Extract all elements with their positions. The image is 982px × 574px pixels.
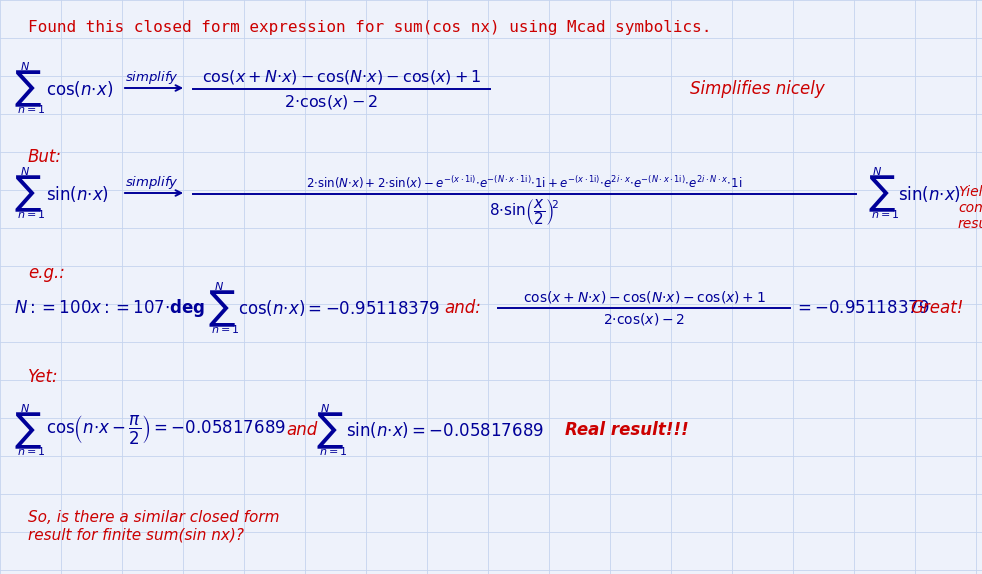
Text: $\sin(n{\cdot}x)$: $\sin(n{\cdot}x)$ xyxy=(46,184,109,204)
Text: $N$: $N$ xyxy=(320,402,330,414)
Text: $n{=}1$: $n{=}1$ xyxy=(319,445,348,457)
Text: But:: But: xyxy=(28,148,62,166)
Text: Found this closed form expression for sum(cos nx) using Mcad symbolics.: Found this closed form expression for su… xyxy=(28,20,711,35)
Text: Yields
complex
result: Yields complex result xyxy=(958,185,982,231)
Text: So, is there a similar closed form
result for finite sum(sin nx)?: So, is there a similar closed form resul… xyxy=(28,510,280,542)
Text: $\mathit{simplify}$: $\mathit{simplify}$ xyxy=(125,174,179,191)
Text: $N$: $N$ xyxy=(872,165,882,177)
Text: $\sin(n{\cdot}x){=}{-}0.05817689$: $\sin(n{\cdot}x){=}{-}0.05817689$ xyxy=(346,420,544,440)
Text: $n{=}1$: $n{=}1$ xyxy=(17,103,46,115)
Text: $\sum$: $\sum$ xyxy=(316,411,344,451)
Text: Real result!!!: Real result!!! xyxy=(565,421,688,439)
Text: $x{:=}107{\cdot}\mathbf{deg}$: $x{:=}107{\cdot}\mathbf{deg}$ xyxy=(90,297,205,319)
Text: $\cos(n{\cdot}x)$: $\cos(n{\cdot}x)$ xyxy=(46,79,113,99)
Text: $N$: $N$ xyxy=(20,60,30,72)
Text: $N$: $N$ xyxy=(214,280,224,292)
Text: $\cos(x+N{\cdot}x)-\cos(N{\cdot}x)-\cos(x)+1$: $\cos(x+N{\cdot}x)-\cos(N{\cdot}x)-\cos(… xyxy=(522,289,765,305)
Text: $\cos(x+N{\cdot}x)-\cos(N{\cdot}x)-\cos(x)+1$: $\cos(x+N{\cdot}x)-\cos(N{\cdot}x)-\cos(… xyxy=(201,68,481,86)
Text: Great!: Great! xyxy=(910,299,963,317)
Text: $N$: $N$ xyxy=(20,165,30,177)
Text: Simplifies nicely: Simplifies nicely xyxy=(690,80,825,98)
Text: $8{\cdot}\sin\!\left(\dfrac{x}{2}\right)^{\!2}$: $8{\cdot}\sin\!\left(\dfrac{x}{2}\right)… xyxy=(489,197,560,227)
Text: $n{=}1$: $n{=}1$ xyxy=(211,323,240,335)
Text: $\sum$: $\sum$ xyxy=(14,411,41,451)
Text: $2{\cdot}\cos(x)-2$: $2{\cdot}\cos(x)-2$ xyxy=(603,311,685,327)
Text: $\cos\!\left(n{\cdot}x-\dfrac{\pi}{2}\right){=}{-}0.05817689$: $\cos\!\left(n{\cdot}x-\dfrac{\pi}{2}\ri… xyxy=(46,413,286,447)
Text: ${=}{-}0.95118379$: ${=}{-}0.95118379$ xyxy=(794,299,930,317)
Text: $\sum$: $\sum$ xyxy=(14,174,41,214)
Text: Yet:: Yet: xyxy=(28,368,59,386)
Text: $N{:=}100$: $N{:=}100$ xyxy=(14,299,91,317)
Text: $\sum$: $\sum$ xyxy=(868,174,896,214)
Text: $n{=}1$: $n{=}1$ xyxy=(17,208,46,220)
Text: and:: and: xyxy=(444,299,481,317)
Text: $2{\cdot}\sin(N{\cdot}x)+2{\cdot}\sin(x)-e^{-(x\cdot\mathrm{1i})}{\cdot}e^{-(N\c: $2{\cdot}\sin(N{\cdot}x)+2{\cdot}\sin(x)… xyxy=(306,174,742,191)
Text: $n{=}1$: $n{=}1$ xyxy=(17,445,46,457)
Text: and: and xyxy=(286,421,317,439)
Text: $N$: $N$ xyxy=(20,402,30,414)
Text: $\cos(n{\cdot}x){=}{-}0.95118379$: $\cos(n{\cdot}x){=}{-}0.95118379$ xyxy=(238,298,440,318)
Text: $\sum$: $\sum$ xyxy=(14,69,41,109)
Text: $\sin(n{\cdot}x)$: $\sin(n{\cdot}x)$ xyxy=(898,184,961,204)
Text: $\mathit{simplify}$: $\mathit{simplify}$ xyxy=(125,69,179,86)
Text: $n{=}1$: $n{=}1$ xyxy=(871,208,900,220)
Text: e.g.:: e.g.: xyxy=(28,264,65,282)
Text: $2{\cdot}\cos(x)-2$: $2{\cdot}\cos(x)-2$ xyxy=(285,93,379,111)
Text: $\sum$: $\sum$ xyxy=(208,289,236,329)
